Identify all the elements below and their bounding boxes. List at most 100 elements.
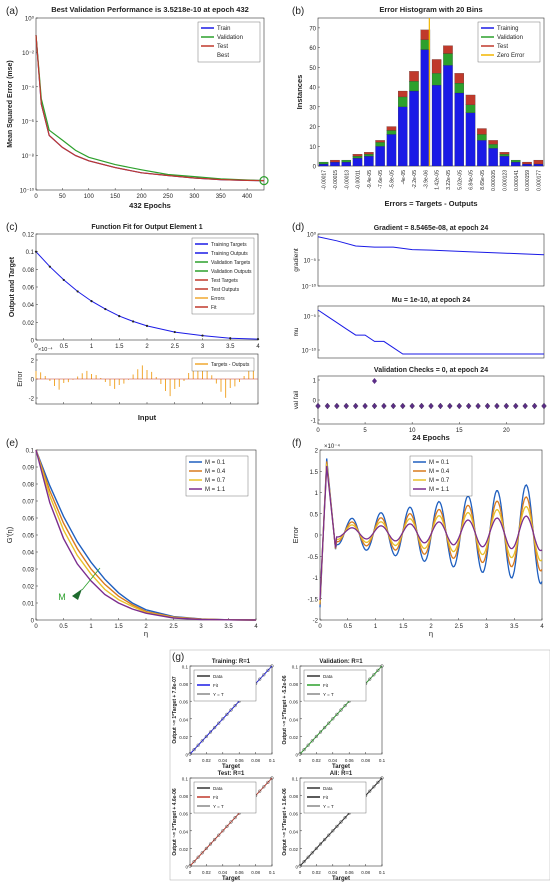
a-ytick-label: 10⁻¹⁰	[20, 188, 35, 195]
f-legend-label: M = 0.4	[429, 469, 450, 475]
f-xtick-label: 0	[318, 624, 322, 630]
b-ytick-label: 60	[309, 46, 316, 52]
e-xtick-label: 0	[34, 624, 38, 630]
g-data-point	[192, 747, 196, 752]
g-data-point	[368, 789, 372, 793]
c-point	[90, 300, 93, 303]
g-data-point	[200, 851, 204, 855]
c-title: Function Fit for Output Element 1	[91, 224, 202, 231]
g-data-point	[270, 664, 274, 668]
c-error-ytick-label: 0	[31, 378, 35, 384]
b-legend-label: Training	[497, 26, 518, 32]
e-ytick-label: 0.04	[22, 551, 34, 557]
c-error-xtick-label: 3	[202, 411, 203, 412]
g-data-point	[262, 673, 266, 677]
e-xtick-label: 3.5	[224, 624, 233, 630]
e-ytick-label: 0.1	[26, 449, 35, 455]
g-legend-label: Y = T	[323, 692, 334, 697]
b-bin-label: 0.000123	[502, 170, 508, 191]
g-ytick-label: 0.1	[182, 777, 189, 782]
b-bar-validation	[431, 73, 442, 86]
e-ytick-label: 0.05	[22, 534, 34, 540]
c-legend-label: Test Outputs	[211, 287, 240, 293]
g-data-point	[204, 846, 208, 850]
f-xtick-label: 1.5	[399, 624, 408, 630]
d-xtick-label: 5	[363, 428, 367, 434]
b-ytick-label: 10	[309, 145, 316, 151]
d-mu-ytick-label: 10⁻¹⁰	[302, 348, 317, 355]
g-data-point	[335, 824, 339, 828]
a-xlabel: 432 Epochs	[129, 201, 171, 210]
g-data-point	[331, 829, 335, 833]
b-bin-label: -9.4e-05	[367, 170, 373, 189]
g-data-point	[376, 668, 380, 672]
c-point	[34, 250, 38, 253]
c-legend-label: Fit	[211, 305, 217, 311]
g-ytick-label: 0.1	[292, 777, 299, 782]
f-ytick-label: 1	[315, 491, 319, 497]
g-xtick-label: 0.1	[379, 870, 386, 875]
d-val-point	[400, 402, 406, 410]
g-data-point	[233, 815, 237, 820]
b-bin-label: 0.000105	[491, 170, 497, 191]
g-data-point	[221, 717, 225, 721]
c-legend-label: Test Targets	[211, 278, 238, 284]
c-xtick-label: 2	[145, 344, 149, 350]
d-val-point	[428, 402, 434, 410]
g-ytick-label: 0.04	[179, 717, 188, 722]
b-bin-label: -0.00015	[333, 170, 339, 190]
e-legend-label: M = 0.7	[205, 478, 226, 484]
d-val-point	[371, 402, 378, 410]
d-xtick-label: 0	[316, 428, 320, 434]
d-val-title: Validation Checks = 0, at epoch 24	[374, 367, 488, 374]
f-ytick-label: 2	[315, 449, 319, 455]
g-legend-label: Y = T	[213, 804, 224, 809]
g-data-point	[368, 677, 372, 681]
b-bar-validation	[409, 81, 419, 92]
c-xtick-label: 3.5	[226, 344, 235, 350]
e-legend-label: M = 0.1	[205, 460, 226, 466]
c-error-legend-label: Targets - Outputs	[211, 362, 250, 368]
g-ytick-label: 0.02	[179, 735, 188, 740]
f-scale: ×10⁻⁴	[324, 443, 340, 450]
b-bar-test	[499, 152, 510, 155]
c-ytick-label: 0.08	[22, 268, 34, 274]
d-val-point	[456, 402, 462, 410]
g-data-point	[306, 855, 310, 859]
panel-label: (c)	[6, 222, 18, 233]
f-ytick-label: 0.5	[310, 512, 319, 518]
g-legend-label: Data	[213, 786, 223, 791]
e-ytick-label: 0.08	[22, 483, 34, 489]
a-legend-label: Train	[217, 26, 230, 32]
g-data-point	[380, 664, 384, 668]
d-val-point	[381, 402, 387, 410]
c-point	[104, 307, 107, 311]
b-legend-label: Zero Error	[497, 53, 524, 59]
g-data-point	[372, 785, 376, 789]
f-xtick-label: 3	[485, 624, 489, 630]
c-legend-label: Training Targets	[211, 242, 247, 248]
g-xtick-label: 0.02	[202, 870, 211, 875]
g-data-point	[188, 752, 192, 756]
d-val-point	[334, 402, 340, 410]
e-ytick-label: 0.01	[22, 602, 34, 608]
b-bar-training	[398, 106, 408, 167]
g-xtick-label: 0.04	[328, 870, 337, 875]
g-data-point	[376, 780, 380, 784]
g-subplot-title: Test: R=1	[218, 771, 245, 777]
g-data-point	[217, 833, 221, 837]
a-series-test	[35, 35, 265, 182]
d-mu-line	[317, 309, 544, 355]
g-data-point	[310, 851, 314, 855]
g-data-point	[331, 717, 335, 721]
b-bin-label: 0.000141	[514, 170, 520, 191]
g-xtick-label: 0.06	[345, 758, 354, 763]
g-xtick-label: 0	[189, 758, 192, 763]
g-data-point	[200, 739, 204, 743]
b-ytick-label: 30	[309, 105, 316, 111]
c-xtick-label: 1	[90, 344, 94, 350]
b-bar-test	[420, 29, 431, 40]
f-xtick-label: 0.5	[344, 624, 353, 630]
g-subplot-ylabel: Output ~= 1*Target + -5.2e-06	[282, 675, 288, 744]
a-xtick-label: 0	[34, 194, 38, 200]
